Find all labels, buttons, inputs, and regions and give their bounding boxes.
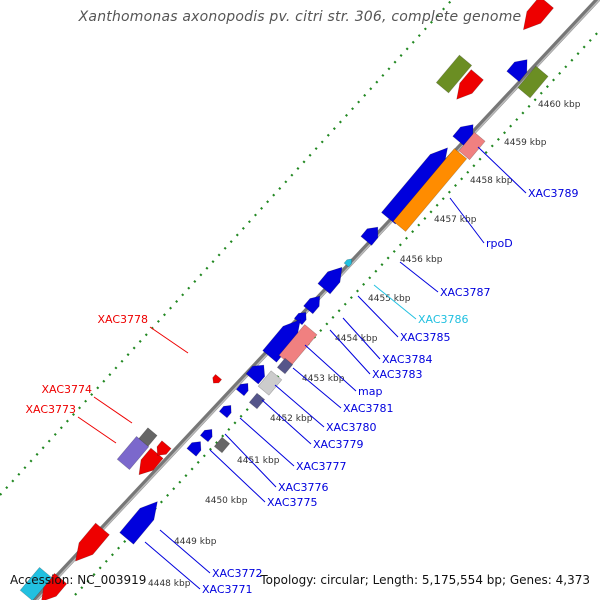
tick-track-inner	[0, 0, 454, 496]
leader-line-forward	[144, 541, 201, 590]
leader-line-forward	[373, 284, 417, 320]
gene-label-forward: rpoD	[486, 237, 513, 250]
rrna-feature	[392, 148, 468, 232]
reverse-feature-3	[138, 447, 164, 476]
forward-feature-6	[293, 312, 307, 326]
leader-line-forward	[399, 261, 439, 293]
trna-feature-1	[517, 65, 549, 99]
gene-label-forward: XAC3789	[528, 187, 579, 200]
tick-label: 4453 kbp	[302, 374, 345, 384]
misc-feature-5	[138, 427, 158, 447]
gene-label-reverse: XAC3773	[25, 403, 76, 416]
reverse-feature-7	[212, 373, 223, 384]
forward-feature-4	[317, 266, 343, 295]
reverse-feature-5	[75, 522, 110, 562]
gene-label-forward: XAC3785	[400, 331, 451, 344]
tick-label: 4448 kbp	[148, 579, 191, 589]
leader-line-forward	[449, 197, 485, 244]
forward-feature-15	[343, 258, 352, 268]
gene-label-forward: XAC3783	[372, 368, 423, 381]
tick-label: 4460 kbp	[538, 100, 581, 110]
leader-line-forward	[224, 433, 277, 488]
gene-label-forward: XAC3787	[440, 286, 491, 299]
tick-label: 4458 kbp	[470, 176, 513, 186]
tick-label: 4456 kbp	[400, 255, 443, 265]
gene-label-forward: XAC3777	[296, 460, 347, 473]
leader-line-forward	[304, 344, 357, 392]
forward-feature-11	[199, 429, 213, 443]
gene-label-forward: XAC3786	[418, 313, 469, 326]
leader-line-forward	[209, 449, 266, 503]
gene-label-forward: XAC3781	[343, 402, 394, 415]
gene-label-reverse: XAC3778	[97, 313, 148, 326]
gene-label-forward: XAC3784	[382, 353, 433, 366]
tick-label: 4449 kbp	[174, 537, 217, 547]
forward-feature-5	[303, 295, 321, 315]
gene-label-forward: XAC3775	[267, 496, 318, 509]
other-feature-1	[116, 435, 150, 471]
gene-label-forward: XAC3780	[326, 421, 377, 434]
gene-label-forward: XAC3776	[278, 481, 329, 494]
leader-line-forward	[239, 417, 295, 467]
highlight-feature-1	[19, 566, 53, 600]
tick-label: 4451 kbp	[237, 456, 280, 466]
reverse-feature-1	[456, 69, 484, 100]
leader-line-reverse	[93, 396, 133, 424]
forward-feature-13	[119, 501, 158, 545]
forward-feature-3	[360, 226, 379, 246]
misc-feature-3	[248, 392, 266, 410]
leader-line-forward	[357, 295, 399, 338]
leader-line-reverse	[149, 326, 189, 354]
leader-line-forward	[274, 384, 325, 428]
leader-line-forward	[292, 367, 342, 409]
forward-feature-12	[186, 441, 202, 457]
forward-feature-10	[218, 405, 232, 419]
genome-title: Xanthomonas axonopodis pv. citri str. 30…	[78, 9, 522, 25]
tick-label: 4457 kbp	[434, 215, 477, 225]
tick-label: 4459 kbp	[504, 138, 547, 148]
misc-feature-4	[213, 436, 231, 454]
leader-line-forward	[261, 399, 312, 445]
gene-label-forward: map	[358, 385, 382, 398]
tick-label: 4455 kbp	[368, 294, 411, 304]
accession-label: Accession: NC_003919	[10, 573, 147, 587]
forward-feature-8	[245, 364, 266, 385]
forward-feature-9	[235, 383, 249, 397]
tick-label: 4452 kbp	[270, 414, 313, 424]
misc-feature-2	[276, 357, 294, 375]
leader-line-reverse	[77, 416, 117, 444]
misc-feature-1	[257, 370, 283, 396]
forward-feature-14	[506, 59, 528, 83]
tick-label: 4450 kbp	[205, 496, 248, 506]
reverse-feature-2	[523, 0, 554, 31]
gene-label-forward: XAC3779	[313, 438, 364, 451]
forward-feature-7	[262, 319, 301, 363]
gene-label-forward: XAC3771	[202, 583, 253, 596]
tick-label: 4454 kbp	[335, 334, 378, 344]
trna-feature-2	[435, 54, 473, 94]
leader-line-forward	[329, 329, 371, 375]
gene-label-reverse: XAC3774	[41, 383, 92, 396]
leader-line-forward	[477, 146, 527, 194]
forward-feature-1	[381, 147, 448, 225]
leader-line-forward	[342, 317, 381, 360]
pseudo-feature-1	[458, 131, 486, 161]
reverse-feature-4	[156, 440, 172, 456]
leader-line-forward	[159, 529, 211, 574]
genome-summary: Topology: circular; Length: 5,175,554 bp…	[260, 573, 590, 587]
gene-label-forward: XAC3772	[212, 567, 263, 580]
